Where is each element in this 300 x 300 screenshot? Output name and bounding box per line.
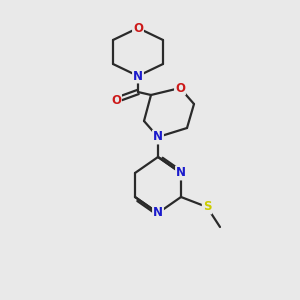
Text: N: N — [176, 167, 186, 179]
Text: N: N — [133, 70, 143, 83]
Text: O: O — [111, 94, 121, 106]
Text: N: N — [153, 130, 163, 143]
Text: N: N — [153, 206, 163, 220]
Text: S: S — [203, 200, 211, 214]
Text: O: O — [175, 82, 185, 94]
Text: O: O — [133, 22, 143, 34]
